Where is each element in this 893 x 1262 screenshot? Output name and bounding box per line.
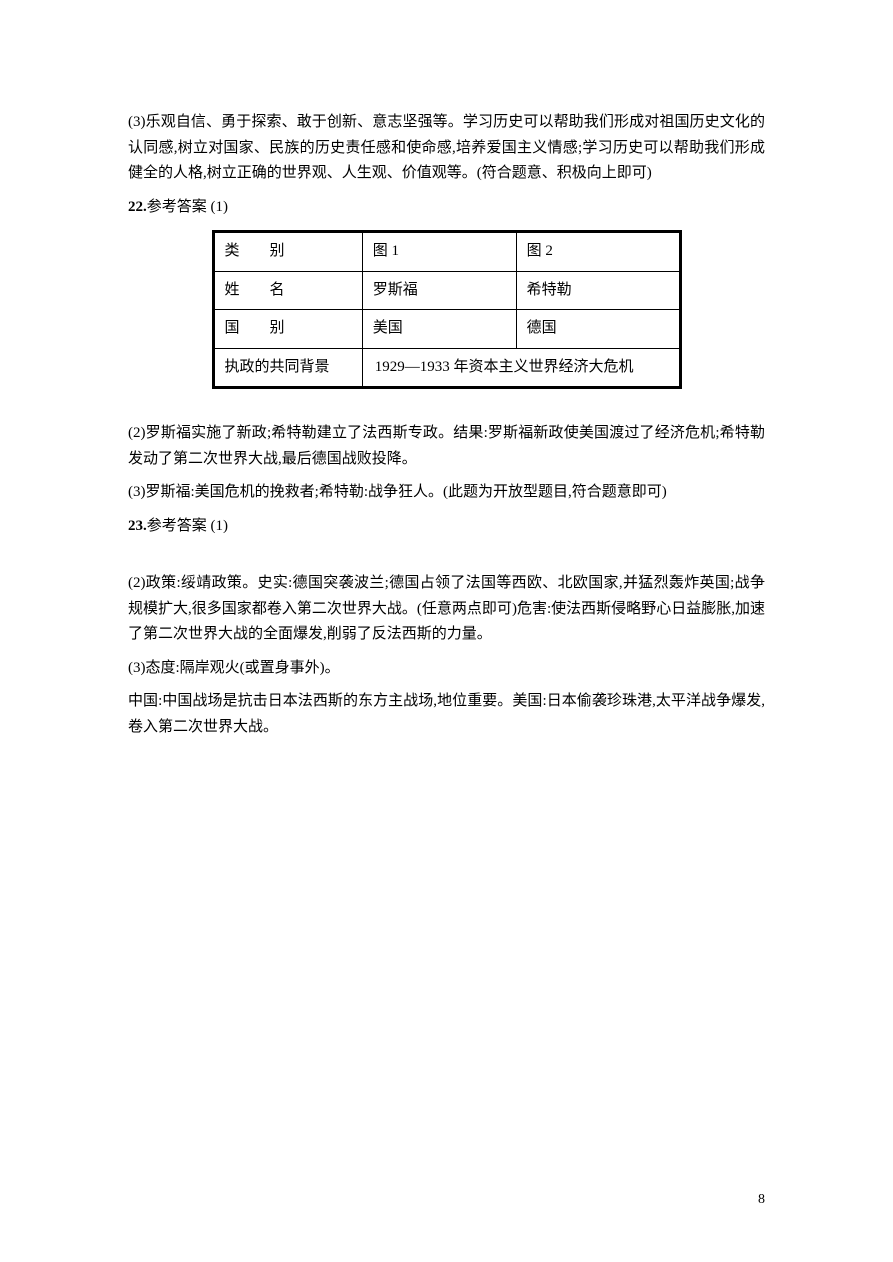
table-cell: 图 1 bbox=[362, 232, 516, 272]
answer-heading-23: 23.参考答案 (1) bbox=[128, 514, 765, 540]
table-cell: 希特勒 bbox=[516, 271, 680, 310]
table-cell: 执政的共同背景 bbox=[213, 348, 362, 388]
page-number: 8 bbox=[758, 1188, 765, 1212]
table-cell: 罗斯福 bbox=[362, 271, 516, 310]
table-row: 类 别 图 1 图 2 bbox=[213, 232, 680, 272]
table-row: 执政的共同背景 1929—1933 年资本主义世界经济大危机 bbox=[213, 348, 680, 388]
paragraph-23-3: (3)态度:隔岸观火(或置身事外)。 bbox=[128, 656, 765, 682]
cell-spacer bbox=[240, 243, 270, 259]
cell-text: 别 bbox=[270, 243, 285, 259]
paragraph-22-2: (2)罗斯福实施了新政;希特勒建立了法西斯专政。结果:罗斯福新政使美国渡过了经济… bbox=[128, 421, 765, 472]
cell-text: 国 bbox=[225, 320, 240, 336]
paragraph-23-china-us: 中国:中国战场是抗击日本法西斯的东方主战场,地位重要。美国:日本偷袭珍珠港,太平… bbox=[128, 689, 765, 740]
table-cell: 图 2 bbox=[516, 232, 680, 272]
table-cell: 姓 名 bbox=[213, 271, 362, 310]
table-cell: 国 别 bbox=[213, 310, 362, 349]
table-cell-merged: 1929—1933 年资本主义世界经济大危机 bbox=[362, 348, 680, 388]
cell-text: 名 bbox=[270, 282, 285, 298]
cell-spacer bbox=[240, 320, 270, 336]
question-number-22: 22. bbox=[128, 199, 147, 215]
table-cell: 类 别 bbox=[213, 232, 362, 272]
question-number-23: 23. bbox=[128, 518, 147, 534]
paragraph-22-3: (3)罗斯福:美国危机的挽救者;希特勒:战争狂人。(此题为开放型题目,符合题意即… bbox=[128, 480, 765, 506]
table-cell: 德国 bbox=[516, 310, 680, 349]
paragraph-23-2: (2)政策:绥靖政策。史实:德国突袭波兰;德国占领了法国等西欧、北欧国家,并猛烈… bbox=[128, 571, 765, 648]
cell-text: 别 bbox=[270, 320, 285, 336]
paragraph-21-3: (3)乐观自信、勇于探索、敢于创新、意志坚强等。学习历史可以帮助我们形成对祖国历… bbox=[128, 110, 765, 187]
answer-heading-22: 22.参考答案 (1) bbox=[128, 195, 765, 221]
cell-text: 类 bbox=[225, 243, 240, 259]
table-row: 国 别 美国 德国 bbox=[213, 310, 680, 349]
comparison-table: 类 别 图 1 图 2 姓 名 罗斯福 希特勒 国 别 美国 德国 执政的共同背… bbox=[212, 230, 682, 389]
cell-text: 姓 bbox=[225, 282, 240, 298]
answer-label-22: 参考答案 (1) bbox=[147, 199, 228, 215]
answer-label-23: 参考答案 (1) bbox=[147, 518, 228, 534]
table-row: 姓 名 罗斯福 希特勒 bbox=[213, 271, 680, 310]
cell-spacer bbox=[240, 282, 270, 298]
table-cell: 美国 bbox=[362, 310, 516, 349]
